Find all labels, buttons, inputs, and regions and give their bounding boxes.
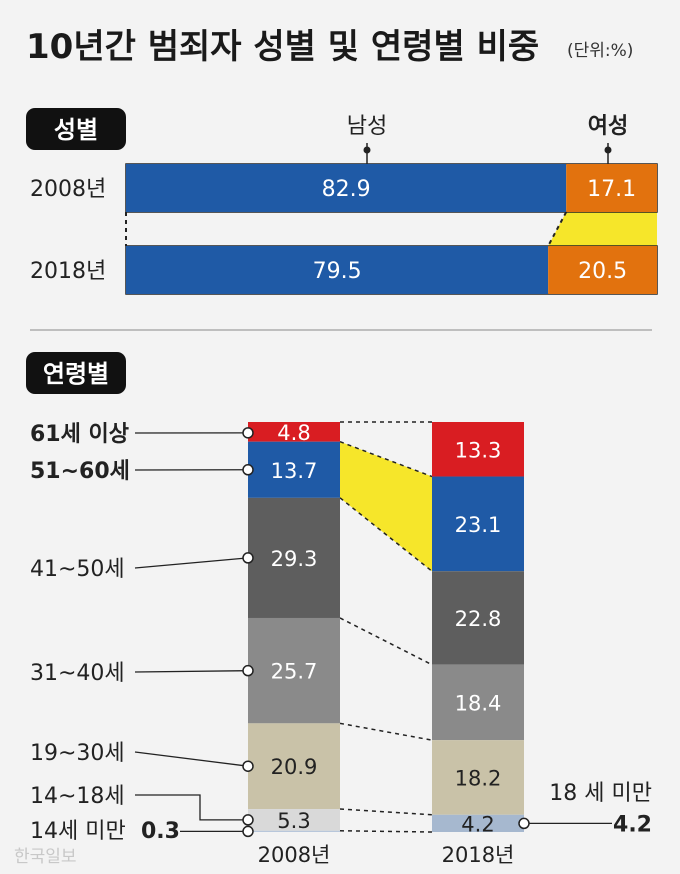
data-label: 4.2 [461, 812, 494, 836]
age-leader-dot [242, 464, 254, 476]
age-leader-dot [242, 427, 254, 439]
connector-dashed [339, 722, 433, 741]
under14-label: 14세 미만 [30, 819, 126, 844]
bar-female-2008년 [566, 164, 657, 212]
connector-dashed [339, 830, 433, 833]
age-leader [134, 557, 249, 569]
legend-female-dot [604, 146, 612, 154]
data-label: 5.3 [277, 809, 310, 833]
section-badge-age [26, 352, 126, 394]
under18-label: 18 세 미만 [549, 781, 652, 806]
age-leader [135, 794, 248, 821]
bar-segment-2008년 [248, 441, 340, 498]
bar-segment-2008년 [248, 497, 340, 618]
connector-dashed [339, 617, 433, 666]
bar-segment-2008년 [248, 830, 340, 832]
data-label: 20.9 [271, 755, 318, 779]
data-label: 29.3 [271, 547, 318, 571]
connector-split [547, 211, 568, 247]
data-label-female: 17.1 [587, 177, 636, 202]
bar-segment-2018년 [432, 422, 524, 477]
legend-male-dot [363, 146, 371, 154]
unit-label: (단위:%) [567, 41, 633, 61]
legend-female: 여성 [588, 114, 628, 139]
section-label-age: 연령별 [43, 360, 109, 388]
age-leader-dot [242, 664, 254, 677]
bar-male-2008년 [126, 164, 567, 212]
data-label: 25.7 [271, 660, 318, 684]
bar-segment-2018년 [432, 571, 524, 665]
bar-male-2018년 [126, 246, 549, 294]
section-label-gender: 성별 [54, 116, 98, 144]
category-label: 2008년 [30, 177, 106, 202]
bar-segment-2018년 [432, 476, 524, 572]
data-label: 23.1 [455, 513, 502, 537]
under18-leader-dot [518, 817, 530, 830]
connector-female [548, 212, 657, 246]
connector-dashed [339, 440, 433, 478]
category-label: 2008년 [258, 843, 331, 867]
legend-male: 남성 [347, 114, 387, 139]
data-label-female: 20.5 [578, 259, 627, 284]
data-label: 13.7 [271, 459, 318, 483]
watermark-logo: 한국일보 [14, 847, 77, 867]
age-label: 41~50세 [30, 557, 125, 582]
data-label: 18.4 [455, 691, 502, 715]
age-label: 14~18세 [30, 784, 125, 809]
under14-value: 0.3 [141, 819, 180, 844]
age-leader [134, 751, 249, 767]
bar-segment-2008년 [248, 422, 340, 442]
data-label: 18.2 [455, 766, 502, 790]
age-leader-dot [242, 760, 254, 772]
data-label: 22.8 [455, 607, 502, 631]
bar-segment-2018년 [432, 814, 524, 832]
bar-segment-2018년 [432, 740, 524, 815]
bar-segment-2008년 [248, 809, 340, 831]
bar-segment-2018년 [432, 664, 524, 741]
data-label: 4.8 [277, 421, 310, 445]
bar-segment-2008년 [248, 723, 340, 810]
under14-leader-dot [242, 825, 254, 838]
age-label: 31~40세 [30, 661, 125, 686]
age-label: 19~30세 [30, 741, 125, 766]
chart-title: 10년간 범죄자 성별 및 연령별 비중 [26, 27, 539, 67]
section-badge-gender [26, 108, 126, 150]
category-label: 2018년 [442, 843, 515, 867]
age-label: 61세 이상 [30, 422, 129, 447]
age-leader-dot [242, 814, 254, 826]
age-leader-dot [242, 552, 254, 564]
bar-female-2018년 [548, 246, 657, 294]
age-leader [134, 670, 249, 673]
age-label: 51~60세 [30, 459, 130, 484]
bar-segment-2008년 [248, 617, 340, 724]
data-label-male: 82.9 [322, 177, 371, 202]
connector-dashed [339, 497, 433, 572]
category-label: 2018년 [30, 259, 106, 284]
data-label-male: 79.5 [313, 259, 362, 284]
under18-value: 4.2 [613, 812, 652, 837]
connector-age-51-60 [340, 441, 432, 572]
connector-dashed [339, 808, 433, 816]
data-label: 13.3 [455, 438, 502, 462]
